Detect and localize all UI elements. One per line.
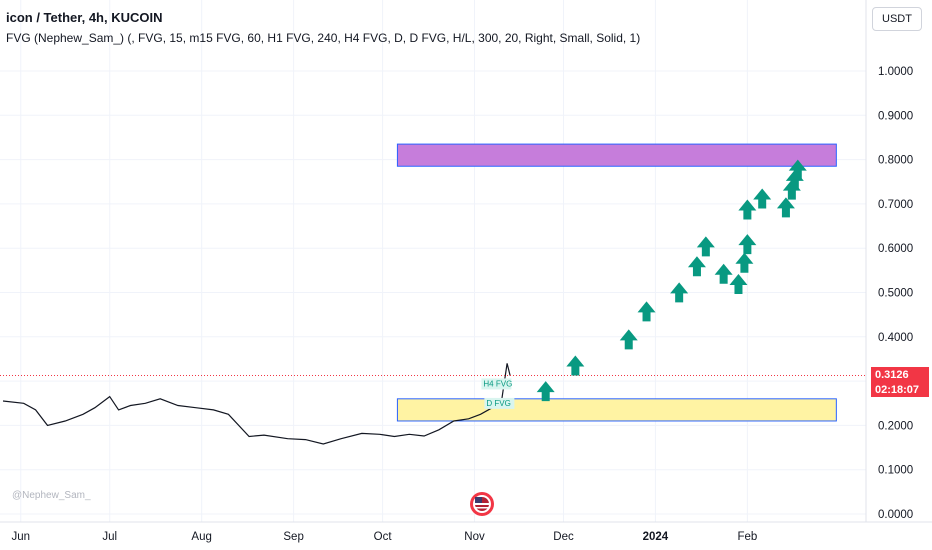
- up-arrow-icon: [670, 282, 689, 303]
- up-arrow-icon: [696, 236, 715, 257]
- up-arrow-icon: [785, 169, 804, 190]
- signal-arrows: [536, 159, 807, 402]
- up-arrow-icon: [687, 256, 706, 277]
- x-tick-label: 2024: [643, 531, 669, 543]
- chart-grid: [0, 0, 866, 522]
- y-tick-label: 0.9000: [878, 110, 913, 122]
- author-watermark: @Nephew_Sam_: [12, 490, 91, 501]
- x-tick-label: Jun: [11, 531, 30, 543]
- time-axis: Jun Jul Aug Sep Oct Nov Dec 2024 Feb: [11, 531, 757, 543]
- x-tick-label: Sep: [283, 531, 303, 543]
- up-arrow-icon: [729, 273, 748, 294]
- price-series: [0, 363, 866, 445]
- up-arrow-icon: [738, 199, 757, 220]
- countdown-tag: 02:18:07: [871, 382, 929, 397]
- up-arrow-icon: [536, 381, 555, 402]
- annotation-bg: [484, 397, 515, 409]
- fvg-zone: [396, 398, 837, 422]
- x-tick-label: Feb: [737, 531, 757, 543]
- y-tick-label: 0.6000: [878, 243, 913, 255]
- x-tick-label: Aug: [191, 531, 211, 543]
- zone-annotation: D FVG: [486, 399, 510, 408]
- flag-icon[interactable]: [470, 492, 494, 516]
- y-tick-label: 0.8000: [878, 155, 913, 167]
- y-tick-label: 0.5000: [878, 288, 913, 300]
- up-arrow-icon: [776, 197, 795, 218]
- fvg-zones: [396, 143, 837, 422]
- indicator-legend[interactable]: FVG (Nephew_Sam_) (, FVG, 15, m15 FVG, 6…: [6, 31, 641, 45]
- x-tick-label: Dec: [553, 531, 574, 543]
- up-arrow-icon: [637, 301, 656, 322]
- y-tick-label: 1.0000: [878, 66, 913, 78]
- x-tick-label: Oct: [374, 531, 393, 543]
- up-arrow-icon: [753, 188, 772, 209]
- up-arrow-icon: [619, 329, 638, 350]
- x-tick-label: Nov: [464, 531, 485, 543]
- last-price-tag: 0.3126: [871, 367, 929, 382]
- up-arrow-icon: [566, 355, 585, 376]
- annotation-bg: [481, 378, 512, 390]
- up-arrow-icon: [738, 234, 757, 255]
- fvg-zone: [396, 143, 837, 167]
- zone-annotations: H4 FVG D FVG: [481, 378, 515, 409]
- y-tick-label: 0.0000: [878, 509, 913, 521]
- y-tick-label: 0.2000: [878, 420, 913, 432]
- currency-button[interactable]: USDT: [872, 7, 922, 31]
- y-tick-label: 0.4000: [878, 332, 913, 344]
- zone-annotation: H4 FVG: [483, 379, 512, 388]
- y-tick-label: 0.1000: [878, 465, 913, 477]
- y-tick-label: 0.7000: [878, 199, 913, 211]
- up-arrow-icon: [788, 159, 807, 180]
- up-arrow-icon: [714, 263, 733, 284]
- chart-title[interactable]: icon / Tether, 4h, KUCOIN: [6, 10, 163, 25]
- price-axis: 1.0000 0.9000 0.8000 0.7000 0.6000 0.5000 0.40…: [878, 66, 913, 521]
- price-line: [2, 363, 511, 445]
- up-arrow-icon: [735, 252, 754, 273]
- x-tick-label: Jul: [102, 531, 117, 543]
